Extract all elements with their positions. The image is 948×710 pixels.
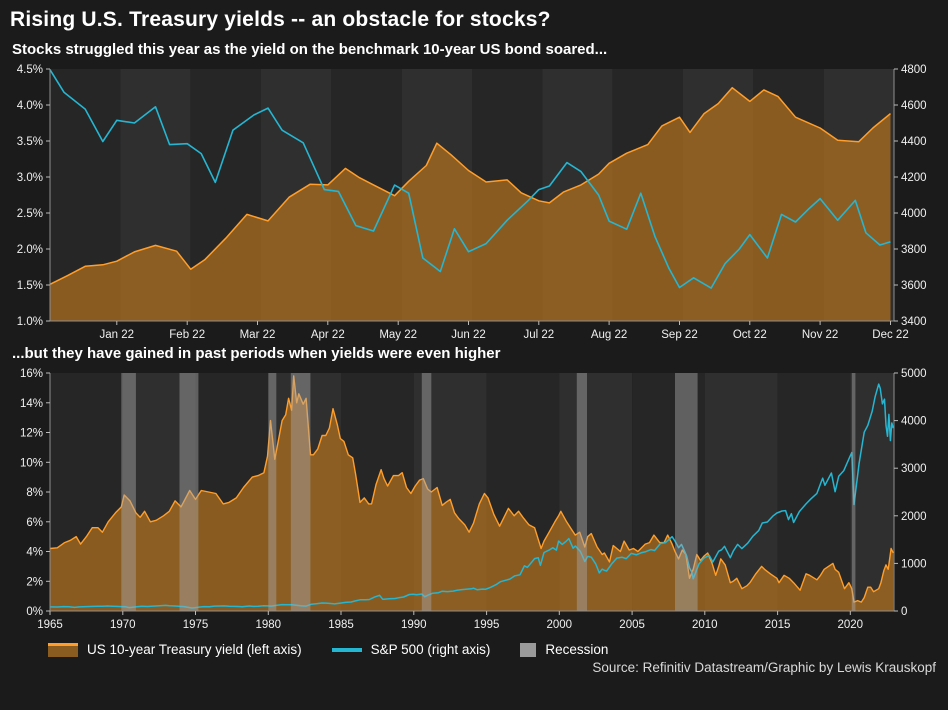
legend-label-sp500: S&P 500 (right axis) [370, 642, 491, 657]
svg-text:3400: 3400 [901, 316, 927, 328]
top-chart-subtitle: Stocks struggled this year as the yield … [12, 41, 608, 58]
svg-text:14%: 14% [20, 398, 43, 410]
svg-text:Feb 22: Feb 22 [169, 329, 205, 341]
svg-text:12%: 12% [20, 428, 43, 440]
svg-text:1975: 1975 [183, 619, 209, 631]
svg-text:3600: 3600 [901, 280, 927, 292]
bottom-chart-subtitle: ...but they have gained in past periods … [12, 345, 501, 362]
top-chart: 1.0% 1.5% 2.0% 2.5% 3.0% 3.5% 4.0% 4.5% 3400 3600… [17, 64, 927, 341]
svg-text:Dec 22: Dec 22 [872, 329, 908, 341]
svg-text:2000: 2000 [547, 619, 573, 631]
top-chart-section: Stocks struggled this year as the yield … [8, 41, 940, 345]
svg-text:4.0%: 4.0% [17, 100, 43, 112]
svg-text:1965: 1965 [37, 619, 63, 631]
svg-text:Jul 22: Jul 22 [523, 329, 554, 341]
svg-text:4.5%: 4.5% [17, 64, 43, 76]
svg-text:2020: 2020 [838, 619, 864, 631]
svg-text:1995: 1995 [474, 619, 500, 631]
svg-text:2005: 2005 [619, 619, 645, 631]
recession-band-swatch-icon [520, 642, 537, 657]
svg-text:4800: 4800 [901, 64, 927, 76]
svg-text:1.5%: 1.5% [17, 280, 43, 292]
svg-text:6%: 6% [26, 517, 43, 529]
svg-text:Mar 22: Mar 22 [240, 329, 276, 341]
svg-text:4200: 4200 [901, 172, 927, 184]
svg-text:1980: 1980 [256, 619, 282, 631]
svg-text:May 22: May 22 [379, 329, 417, 341]
svg-text:Sep 22: Sep 22 [661, 329, 697, 341]
svg-text:Jun 22: Jun 22 [451, 329, 486, 341]
svg-text:4%: 4% [26, 547, 43, 559]
svg-text:Apr 22: Apr 22 [311, 329, 345, 341]
svg-text:0: 0 [901, 606, 907, 618]
svg-text:Nov 22: Nov 22 [802, 329, 838, 341]
legend-item-treasury-yield: US 10-year Treasury yield (left axis) [48, 642, 302, 657]
svg-text:4600: 4600 [901, 100, 927, 112]
source-credit: Source: Refinitiv Datastream/Graphic by … [592, 660, 936, 675]
svg-text:3.0%: 3.0% [17, 172, 43, 184]
legend-label-recession: Recession [545, 642, 609, 657]
svg-text:Jan 22: Jan 22 [100, 329, 135, 341]
svg-text:2.5%: 2.5% [17, 208, 43, 220]
svg-text:2015: 2015 [765, 619, 791, 631]
svg-text:2%: 2% [26, 576, 43, 588]
legend-label-treasury-yield: US 10-year Treasury yield (left axis) [87, 642, 302, 657]
legend-item-sp500: S&P 500 (right axis) [331, 642, 491, 657]
svg-text:3800: 3800 [901, 244, 927, 256]
bottom-chart-section: ...but they have gained in past periods … [8, 345, 940, 635]
legend-item-recession: Recession [520, 642, 608, 657]
svg-text:4400: 4400 [901, 136, 927, 148]
chart-legend: US 10-year Treasury yield (left axis) S&… [48, 642, 940, 657]
svg-text:3.5%: 3.5% [17, 136, 43, 148]
svg-text:2010: 2010 [692, 619, 718, 631]
svg-text:1970: 1970 [110, 619, 136, 631]
treasury-yield-area-swatch-icon [48, 642, 78, 657]
svg-text:8%: 8% [26, 487, 43, 499]
svg-text:4000: 4000 [901, 416, 927, 428]
svg-text:0%: 0% [26, 606, 43, 618]
svg-text:1985: 1985 [328, 619, 354, 631]
svg-text:Aug 22: Aug 22 [591, 329, 627, 341]
page-title: Rising U.S. Treasury yields -- an obstac… [10, 8, 551, 31]
svg-text:4000: 4000 [901, 208, 927, 220]
svg-text:2.0%: 2.0% [17, 244, 43, 256]
svg-text:1.0%: 1.0% [17, 316, 43, 328]
chart-page: Rising U.S. Treasury yields -- an obstac… [8, 8, 940, 675]
sp500-line-swatch-icon [331, 647, 362, 652]
svg-text:1000: 1000 [901, 558, 927, 570]
svg-text:1990: 1990 [401, 619, 427, 631]
svg-text:10%: 10% [20, 457, 43, 469]
svg-text:Oct 22: Oct 22 [733, 329, 767, 341]
svg-text:5000: 5000 [901, 368, 927, 380]
bottom-chart: 0% 2% 4% 6% 8% 10% 12% 14% 16% 0 1000 2000 3000 4000 5… [20, 368, 927, 631]
svg-text:2000: 2000 [901, 511, 927, 523]
svg-text:3000: 3000 [901, 463, 927, 475]
svg-text:16%: 16% [20, 368, 43, 380]
